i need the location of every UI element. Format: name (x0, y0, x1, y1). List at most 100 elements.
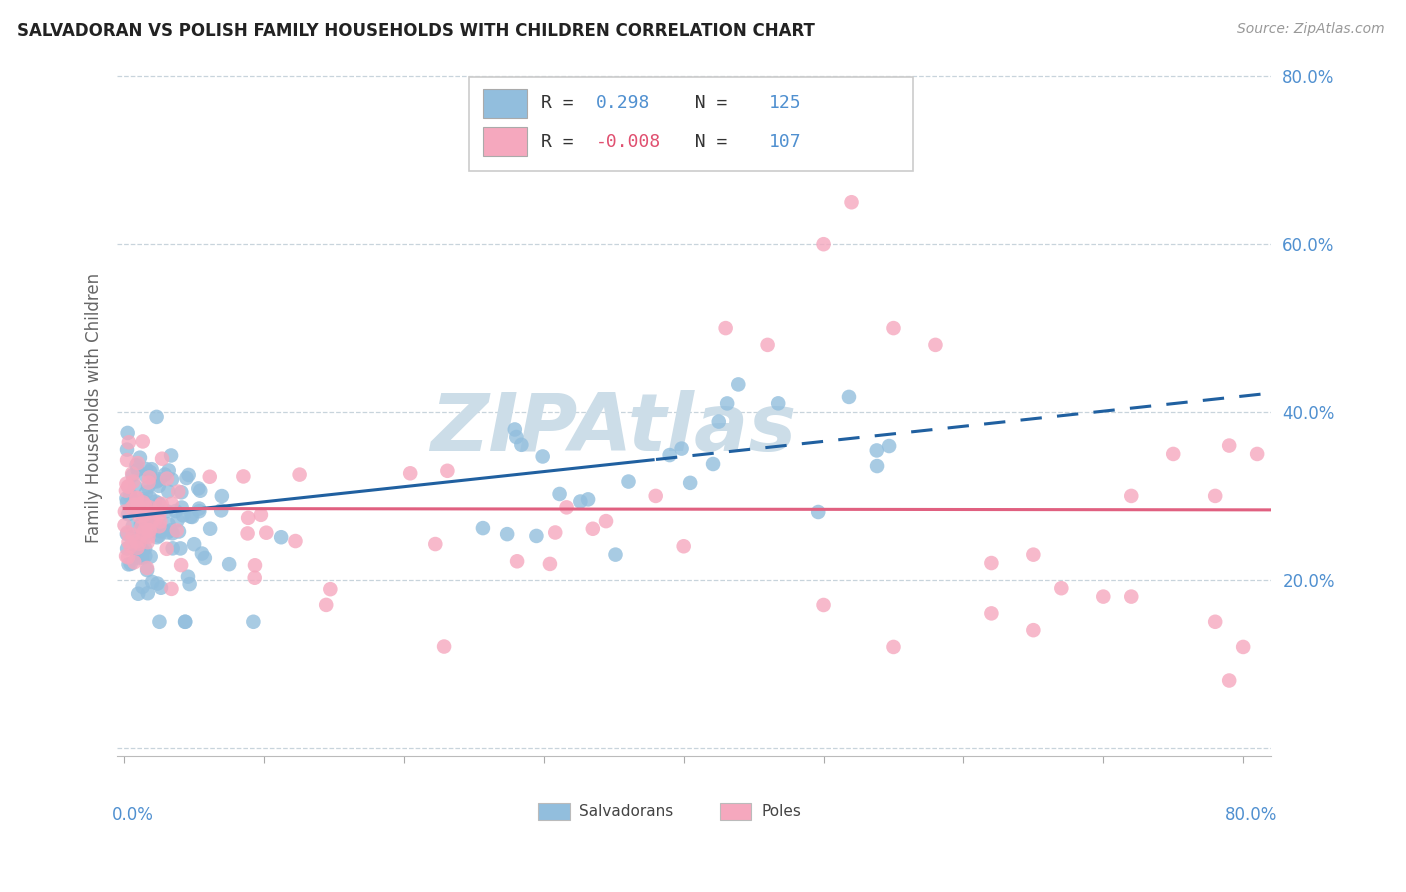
Point (160, 524, 183, 538)
Point (115, 541, 138, 556)
Point (538, 557, 561, 571)
Point (135, 485, 157, 500)
Point (813, 598, 835, 612)
Point (506, 554, 529, 568)
Point (120, 488, 142, 502)
Point (980, 607, 1002, 621)
Point (122, 498, 145, 512)
Point (510, 438, 533, 452)
Point (1218, 439, 1240, 453)
Point (148, 508, 170, 522)
Point (433, 640, 456, 654)
Point (139, 465, 162, 479)
Point (1022, 623, 1045, 637)
Point (505, 430, 527, 444)
Text: N =: N = (673, 133, 738, 151)
Point (131, 580, 153, 594)
Point (153, 467, 176, 482)
Point (117, 479, 139, 493)
Point (127, 541, 149, 555)
Point (187, 482, 209, 496)
Point (114, 518, 136, 533)
Point (121, 528, 143, 542)
Point (117, 425, 139, 440)
Point (284, 534, 307, 549)
Point (156, 472, 179, 486)
Point (134, 523, 156, 537)
Point (117, 508, 139, 522)
Point (170, 500, 193, 515)
Text: Salvadorans: Salvadorans (579, 804, 673, 819)
Point (132, 517, 155, 532)
Point (150, 497, 173, 511)
Point (146, 530, 169, 544)
Point (149, 515, 172, 529)
Point (115, 476, 138, 491)
Point (209, 503, 232, 517)
Point (183, 537, 205, 551)
Point (128, 551, 150, 566)
Text: SALVADORAN VS POLISH FAMILY HOUSEHOLDS WITH CHILDREN CORRELATION CHART: SALVADORAN VS POLISH FAMILY HOUSEHOLDS W… (17, 22, 814, 40)
Point (135, 462, 157, 476)
Point (503, 422, 526, 436)
Point (1232, 640, 1254, 654)
Point (121, 519, 143, 533)
Point (138, 475, 160, 490)
Point (136, 561, 159, 575)
Point (132, 434, 155, 449)
Point (877, 439, 900, 453)
Point (135, 515, 157, 529)
Point (138, 523, 160, 537)
Point (148, 521, 170, 535)
Point (544, 525, 567, 540)
Point (980, 556, 1002, 570)
Point (254, 525, 277, 540)
Point (117, 558, 139, 572)
Point (181, 510, 204, 524)
Point (143, 502, 166, 516)
Point (145, 494, 167, 508)
Point (120, 540, 142, 554)
Point (157, 517, 180, 532)
Point (169, 541, 191, 556)
Point (120, 489, 142, 503)
Point (115, 483, 138, 498)
Point (1246, 447, 1268, 461)
Point (141, 515, 163, 529)
Point (125, 458, 148, 473)
Point (139, 491, 162, 505)
Point (1050, 581, 1073, 595)
Point (135, 469, 157, 483)
Point (117, 479, 139, 493)
Point (617, 475, 640, 489)
Point (179, 577, 201, 591)
Point (531, 450, 554, 464)
Point (128, 509, 150, 524)
Point (143, 505, 166, 519)
Text: 125: 125 (769, 95, 801, 112)
Point (679, 475, 702, 490)
Point (128, 505, 150, 519)
Point (576, 492, 599, 507)
Point (125, 491, 148, 506)
Point (671, 442, 693, 456)
Point (128, 541, 150, 556)
Point (141, 462, 163, 476)
Point (526, 529, 548, 543)
Point (160, 497, 183, 511)
Point (166, 513, 188, 527)
Text: R =: R = (541, 95, 583, 112)
Point (150, 581, 173, 595)
Point (1204, 489, 1226, 503)
Point (160, 449, 183, 463)
Y-axis label: Family Households with Children: Family Households with Children (86, 273, 103, 543)
Point (146, 475, 169, 489)
Point (131, 504, 153, 518)
Point (121, 467, 143, 481)
Point (115, 527, 138, 541)
Point (672, 539, 695, 553)
Point (319, 582, 342, 597)
Point (146, 576, 169, 591)
Point (188, 504, 211, 518)
Point (124, 555, 146, 569)
